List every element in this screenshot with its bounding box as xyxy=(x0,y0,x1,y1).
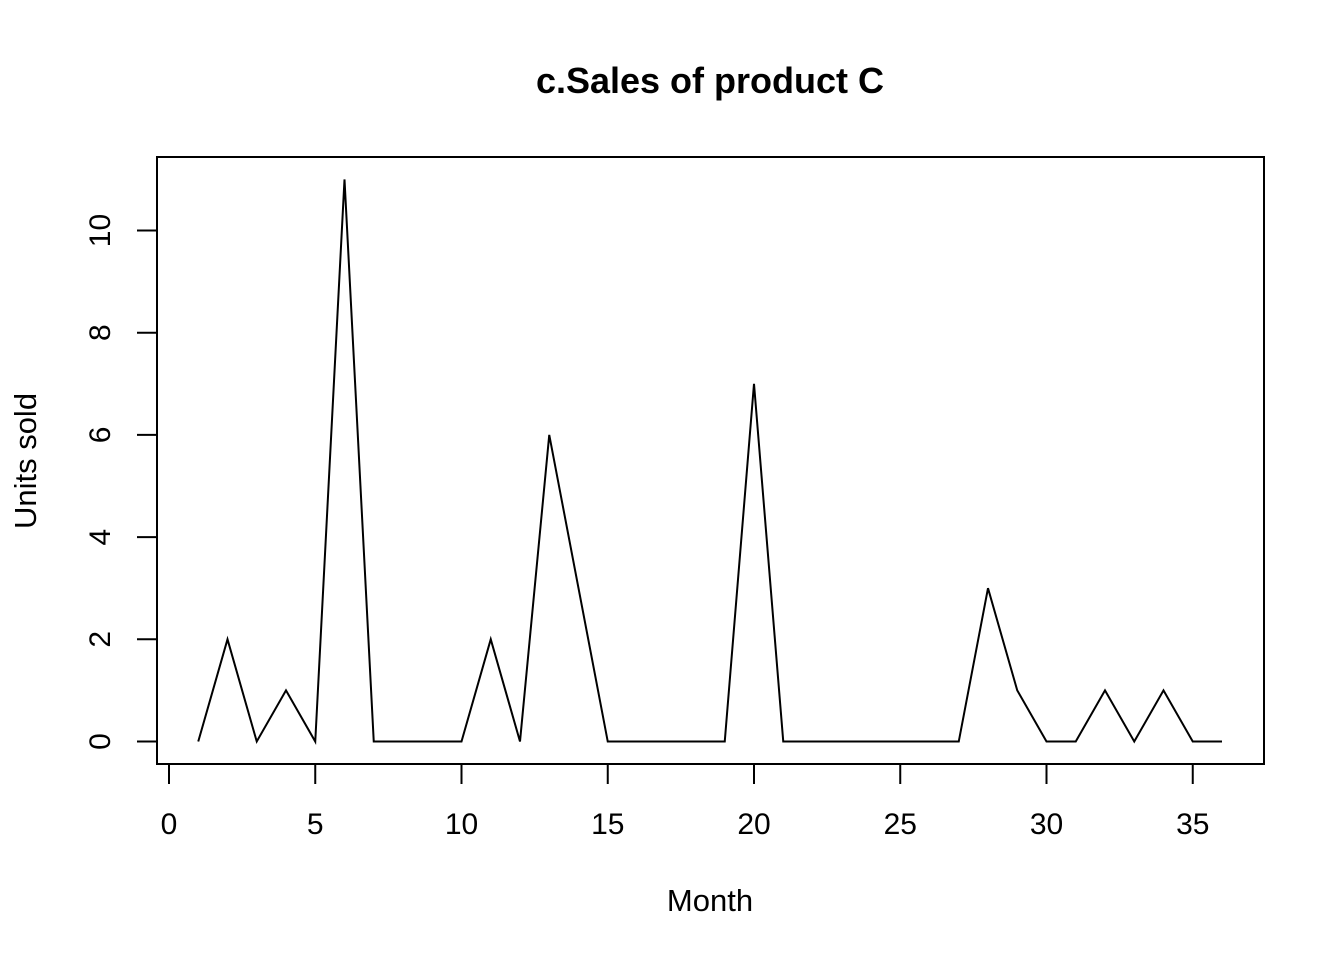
x-axis-label: Month xyxy=(667,883,753,918)
y-tick-label: 0 xyxy=(84,733,117,750)
x-tick-label: 10 xyxy=(445,808,478,841)
x-tick-label: 5 xyxy=(307,808,324,841)
y-tick-label: 2 xyxy=(84,631,117,648)
x-axis: 0 5 10 15 20 25 30 35 xyxy=(161,763,1209,841)
y-tick-label: 4 xyxy=(84,529,117,546)
y-tick-label: 6 xyxy=(84,427,117,444)
y-axis: 0 2 4 6 8 10 xyxy=(84,214,158,750)
x-tick-label: 25 xyxy=(884,808,917,841)
x-tick-label: 30 xyxy=(1030,808,1063,841)
series-layer xyxy=(197,179,1222,745)
plot-frame xyxy=(156,156,1265,765)
x-tick-label: 15 xyxy=(591,808,624,841)
series-line xyxy=(197,179,1222,745)
chart-title: c.Sales of product C xyxy=(536,60,884,101)
x-tick-label: 20 xyxy=(737,808,770,841)
y-axis-label: Units sold xyxy=(8,393,43,529)
y-tick-label: 8 xyxy=(84,324,117,341)
x-tick-label: 35 xyxy=(1176,808,1209,841)
x-tick-label: 0 xyxy=(161,808,178,841)
y-tick-label: 10 xyxy=(84,214,117,247)
